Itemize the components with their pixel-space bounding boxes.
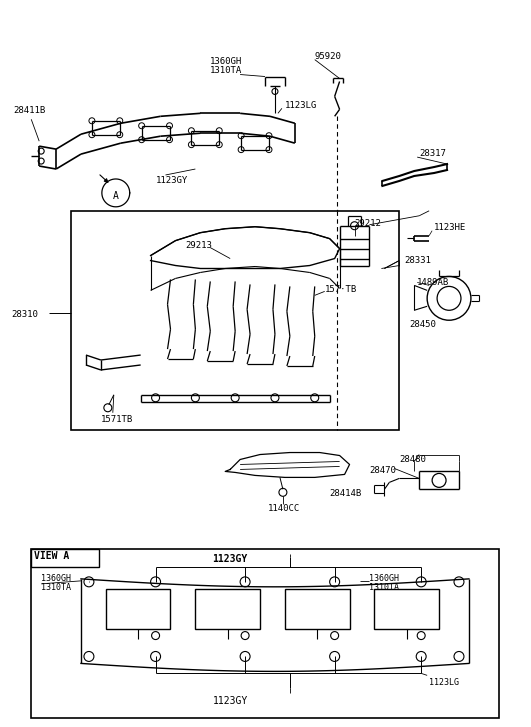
- Text: 28450: 28450: [409, 320, 436, 329]
- Text: 1360GH: 1360GH: [370, 574, 399, 583]
- Text: 1123GY: 1123GY: [212, 554, 248, 564]
- Text: 1140CC: 1140CC: [268, 505, 300, 513]
- Bar: [285, 589, 349, 629]
- Text: 29213: 29213: [185, 241, 212, 249]
- Text: 1123HE: 1123HE: [434, 222, 466, 232]
- Text: 157·TB: 157·TB: [324, 286, 357, 294]
- Text: 28331: 28331: [404, 256, 431, 265]
- Text: 1310TA: 1310TA: [370, 583, 399, 592]
- Text: 29212: 29212: [355, 219, 381, 228]
- Bar: [106, 589, 170, 629]
- Text: VIEW A: VIEW A: [34, 551, 70, 561]
- Bar: [31, 549, 99, 567]
- Text: 1310TA: 1310TA: [41, 583, 71, 592]
- Text: 28317: 28317: [419, 149, 446, 158]
- Text: 1489AB: 1489AB: [417, 278, 449, 287]
- Text: 1123GY: 1123GY: [156, 176, 188, 185]
- Text: 1123GY: 1123GY: [212, 696, 248, 706]
- Text: 28414B: 28414B: [330, 489, 362, 498]
- Text: A: A: [113, 191, 119, 201]
- Text: 1360GH: 1360GH: [41, 574, 71, 583]
- Text: 1310TA: 1310TA: [210, 65, 243, 75]
- Bar: [195, 589, 260, 629]
- Text: 28310: 28310: [11, 310, 38, 319]
- Text: 95920: 95920: [315, 52, 341, 60]
- Bar: [71, 211, 399, 430]
- Text: 1571TB: 1571TB: [101, 414, 133, 424]
- Text: 28411B: 28411B: [13, 106, 46, 116]
- Text: 1123LG: 1123LG: [285, 101, 317, 111]
- Text: 1360GH: 1360GH: [210, 57, 243, 65]
- Text: 28470: 28470: [370, 467, 396, 475]
- Bar: [31, 549, 499, 718]
- Text: 28480: 28480: [399, 454, 426, 464]
- Text: 1123LG: 1123LG: [429, 678, 459, 687]
- Bar: [374, 589, 439, 629]
